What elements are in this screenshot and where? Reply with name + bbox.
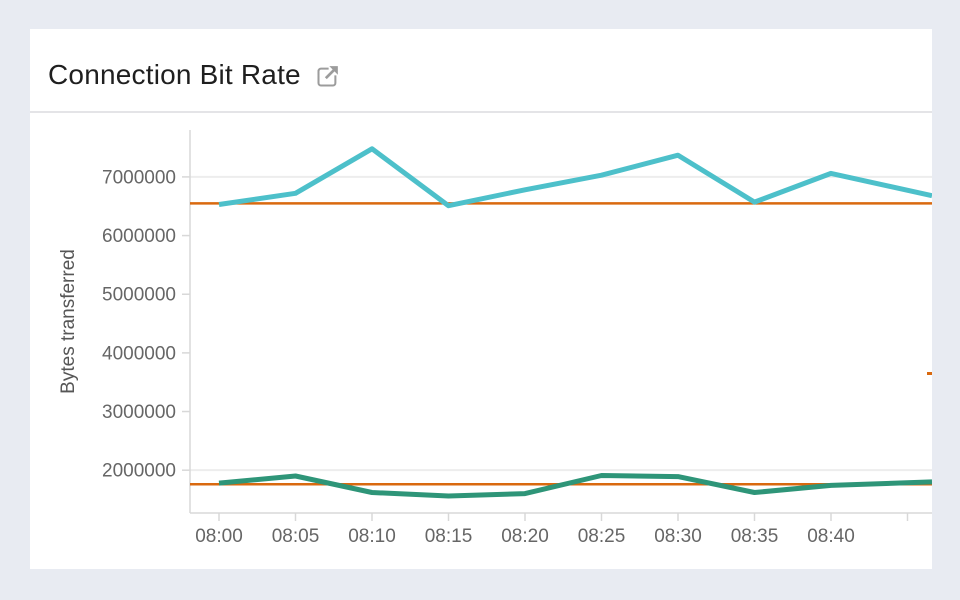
x-tick-label: 08:40: [807, 526, 855, 547]
y-tick-label: 6000000: [102, 226, 176, 247]
clipped-orange-fragment: [927, 372, 932, 375]
y-tick-label: 3000000: [102, 402, 176, 423]
y-axis-title: Bytes transferred: [58, 249, 79, 394]
chart-card: Connection Bit Rate 2000000 3000000 400000…: [30, 29, 932, 569]
x-tick-label: 08:00: [195, 526, 243, 547]
chart-svg: 2000000 3000000 4000000 5000000 6000000 70000…: [58, 130, 932, 547]
x-tick-label: 08:35: [731, 526, 779, 547]
y-tick-label: 5000000: [102, 285, 176, 306]
x-tick-label: 08:10: [348, 526, 396, 547]
series-line-lower: [218, 473, 932, 499]
series-line-upper: [218, 146, 932, 209]
x-tick-label: 08:20: [501, 526, 549, 547]
external-link-icon-svg: [317, 66, 338, 87]
x-tick-label: 08:25: [578, 526, 626, 547]
x-tick-label: 08:15: [425, 526, 473, 547]
chart-title: Connection Bit Rate: [48, 59, 301, 90]
y-tick-label: 2000000: [102, 461, 176, 482]
x-tick-label: 08:30: [654, 526, 702, 547]
y-tick-label: 4000000: [102, 343, 176, 364]
header-divider: [30, 111, 932, 113]
y-tick-label: 7000000: [102, 167, 176, 188]
chart-card-header: Connection Bit Rate: [48, 59, 341, 91]
external-link-icon[interactable]: [314, 63, 341, 90]
x-tick-label: 08:05: [272, 526, 320, 547]
connection-bit-rate-chart[interactable]: 2000000 3000000 4000000 5000000 6000000 70000…: [30, 29, 932, 569]
